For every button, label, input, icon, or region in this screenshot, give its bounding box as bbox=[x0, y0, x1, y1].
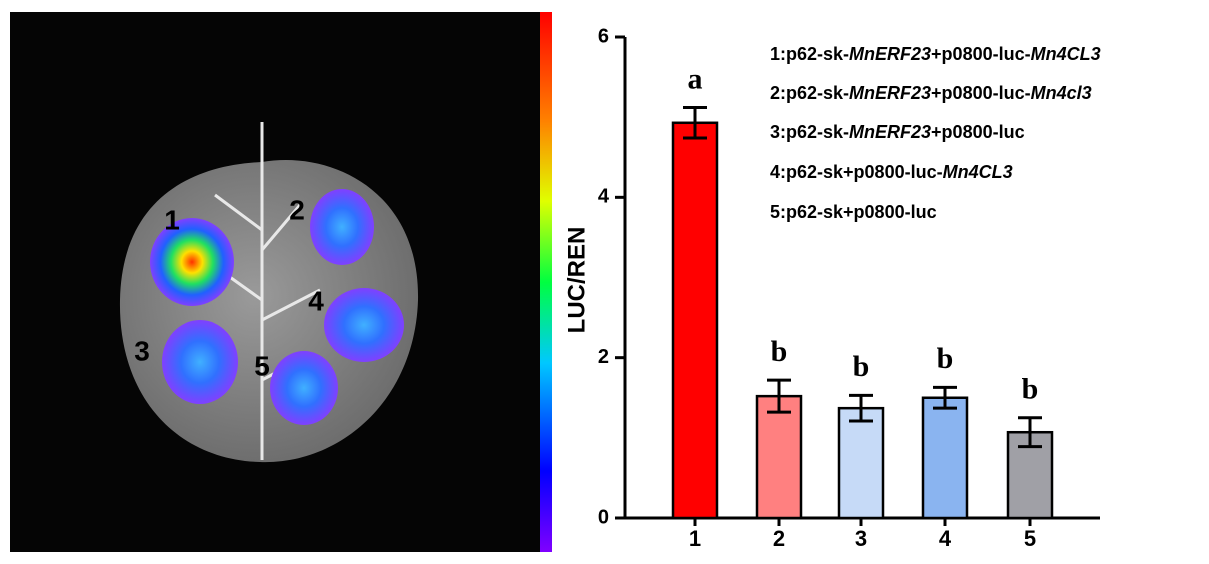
error-bar bbox=[1018, 416, 1042, 449]
bar bbox=[755, 394, 803, 520]
legend-text: MnERF23 bbox=[849, 44, 931, 64]
legend-text: +p0800-luc- bbox=[931, 83, 1031, 103]
bar-chart: LUC/REN bbox=[563, 227, 590, 334]
x-tick-label: 4 bbox=[939, 526, 952, 551]
significance-letter: a bbox=[688, 62, 703, 95]
spot-label: 3 bbox=[134, 335, 150, 366]
y-tick-label: 6 bbox=[598, 25, 609, 47]
legend-text: 1:p62-sk- bbox=[770, 44, 849, 64]
x-tick-label: 2 bbox=[773, 526, 785, 551]
bar bbox=[837, 406, 885, 520]
legend-entry: 4:p62-sk+p0800-luc-Mn4CL3 bbox=[770, 162, 1013, 182]
luciferase-image bbox=[10, 12, 552, 552]
legend-entry: 5:p62-sk+p0800-luc bbox=[770, 202, 937, 222]
x-tick-label: 1 bbox=[689, 526, 701, 551]
error-bar bbox=[933, 385, 957, 410]
legend-text: Mn4CL3 bbox=[1031, 44, 1101, 64]
error-bar bbox=[849, 393, 873, 423]
y-tick-label: 4 bbox=[598, 186, 610, 208]
significance-letter: b bbox=[1022, 373, 1039, 406]
spot-label: 4 bbox=[308, 285, 324, 316]
y-tick-label: 2 bbox=[598, 346, 609, 368]
legend-text: Mn4cl3 bbox=[1031, 83, 1092, 103]
legend-text: 4:p62-sk+p0800-luc- bbox=[770, 162, 943, 182]
y-axis-label: LUC/REN bbox=[563, 227, 590, 334]
spot-label: 1 bbox=[164, 204, 180, 235]
color-scale bbox=[540, 12, 552, 552]
x-tick-label: 3 bbox=[855, 526, 867, 551]
legend-text: MnERF23 bbox=[849, 122, 931, 142]
bar bbox=[921, 396, 969, 520]
error-bar bbox=[683, 106, 707, 140]
significance-letter: b bbox=[853, 350, 870, 383]
bar bbox=[671, 121, 719, 520]
y-tick-label: 0 bbox=[598, 506, 609, 528]
legend-text: 3:p62-sk- bbox=[770, 122, 849, 142]
legend-entry: 1:p62-sk-MnERF23+p0800-luc-Mn4CL3 bbox=[770, 44, 1101, 64]
legend-text: +p0800-luc bbox=[931, 122, 1025, 142]
legend-text: +p0800-luc- bbox=[931, 44, 1031, 64]
legend-text: 5:p62-sk+p0800-luc bbox=[770, 202, 937, 222]
spot-label: 5 bbox=[254, 350, 270, 381]
legend-text: MnERF23 bbox=[849, 83, 931, 103]
legend-entry: 3:p62-sk-MnERF23+p0800-luc bbox=[770, 122, 1025, 142]
spot-label: 2 bbox=[289, 194, 305, 225]
legend-text: 2:p62-sk- bbox=[770, 83, 849, 103]
significance-letter: b bbox=[937, 342, 954, 375]
legend-entry: 2:p62-sk-MnERF23+p0800-luc-Mn4cl3 bbox=[770, 83, 1092, 103]
legend-text: Mn4CL3 bbox=[943, 162, 1013, 182]
x-tick-label: 5 bbox=[1024, 526, 1036, 551]
error-bar bbox=[767, 378, 791, 414]
significance-letter: b bbox=[771, 335, 788, 368]
